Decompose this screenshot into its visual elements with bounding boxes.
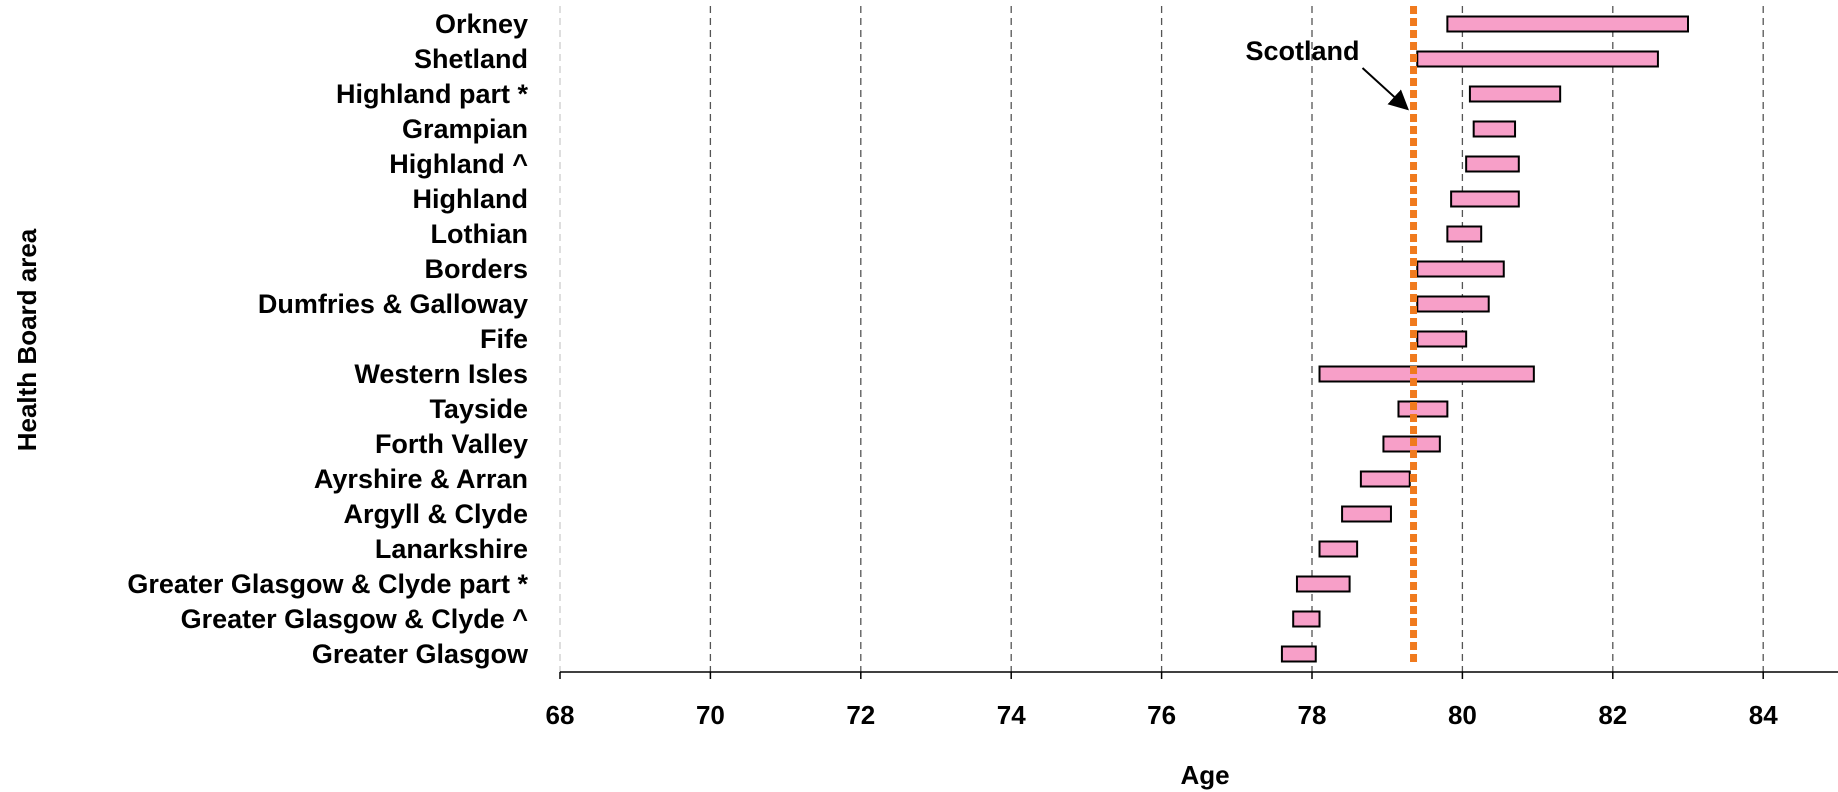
category-labels: Orkney Shetland Highland part * Grampian Hig…: [127, 9, 529, 669]
y-axis-title: Health Board area: [12, 228, 42, 451]
range-bar: [1292, 610, 1321, 628]
category-label: Greater Glasgow: [312, 639, 529, 669]
x-tick-label: 80: [1448, 700, 1477, 730]
category-label: Highland part *: [336, 79, 528, 109]
category-label: Tayside: [429, 394, 528, 424]
category-label: Borders: [424, 254, 528, 284]
range-bar: [1295, 575, 1351, 593]
range-bar: [1416, 260, 1505, 278]
range-bar: [1465, 155, 1520, 173]
category-label: Fife: [480, 324, 528, 354]
gridlines: [559, 6, 1764, 672]
x-axis-title: Age: [1180, 760, 1229, 790]
range-bar: [1446, 225, 1483, 243]
x-tick-label: 82: [1598, 700, 1627, 730]
category-label: Forth Valley: [375, 429, 528, 459]
range-bar: [1318, 540, 1359, 558]
range-bar: [1472, 120, 1517, 138]
category-label: Highland: [413, 184, 529, 214]
category-label: Dumfries & Galloway: [258, 289, 528, 319]
range-bar: [1397, 400, 1449, 418]
category-label: Greater Glasgow & Clyde ^: [181, 604, 529, 634]
category-label: Orkney: [435, 9, 528, 39]
category-label: Greater Glasgow & Clyde part *: [127, 569, 528, 599]
range-bar: [1416, 50, 1659, 68]
category-label: Highland ^: [389, 149, 528, 179]
range-bar: [1468, 85, 1562, 103]
range-bar: [1341, 505, 1392, 523]
scotland-annotation-arrow: [1361, 67, 1409, 111]
category-label: Argyll & Clyde: [343, 499, 528, 529]
range-bar: [1450, 190, 1520, 208]
x-tick-label: 74: [997, 700, 1026, 730]
range-bar: [1416, 330, 1468, 348]
x-tick-label: 70: [696, 700, 725, 730]
range-bar: [1446, 15, 1689, 33]
scotland-reference: Scotland: [1246, 6, 1418, 666]
range-bar: [1280, 645, 1317, 663]
x-tick-label: 76: [1147, 700, 1176, 730]
category-label: Lothian: [431, 219, 528, 249]
x-tick-label: 68: [546, 700, 575, 730]
x-tick-label: 78: [1298, 700, 1327, 730]
category-label: Grampian: [402, 114, 528, 144]
x-tick-label: 84: [1749, 700, 1778, 730]
range-bars: [1280, 15, 1689, 663]
category-label: Ayrshire & Arran: [314, 464, 528, 494]
range-bar: [1416, 295, 1490, 313]
range-bar: [1359, 470, 1411, 488]
range-bar: [1318, 365, 1535, 383]
scotland-annotation-label: Scotland: [1246, 36, 1360, 66]
x-tick-label: 72: [846, 700, 875, 730]
category-label: Lanarkshire: [375, 534, 528, 564]
category-label: Western Isles: [354, 359, 528, 389]
category-label: Shetland: [414, 44, 528, 74]
x-tick-labels: 68 70 72 74 76 78 80 82 84: [546, 672, 1778, 730]
